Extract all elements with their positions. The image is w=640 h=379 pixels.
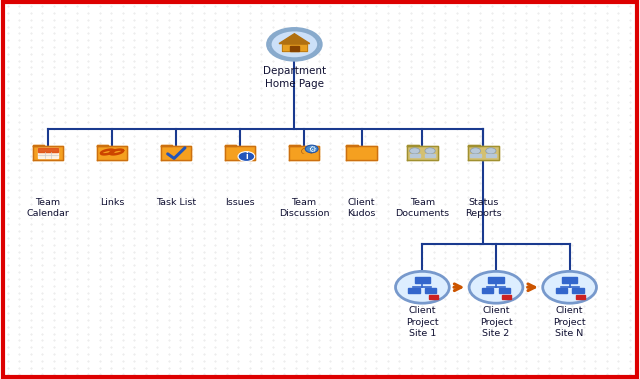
Polygon shape <box>346 146 377 160</box>
Polygon shape <box>225 146 255 160</box>
Bar <box>429 295 438 299</box>
Bar <box>502 295 511 299</box>
Circle shape <box>469 271 523 303</box>
Polygon shape <box>407 146 438 160</box>
Text: i: i <box>245 152 248 161</box>
Circle shape <box>425 148 435 154</box>
Circle shape <box>238 152 255 161</box>
Circle shape <box>410 148 420 154</box>
Bar <box>572 288 584 293</box>
Polygon shape <box>289 145 300 146</box>
Polygon shape <box>407 145 419 146</box>
Polygon shape <box>289 146 319 160</box>
Text: Task List: Task List <box>156 198 196 207</box>
Polygon shape <box>97 146 127 160</box>
Bar <box>499 288 510 293</box>
Polygon shape <box>38 148 58 152</box>
Text: Team
Discussion: Team Discussion <box>279 198 329 218</box>
Circle shape <box>486 148 496 154</box>
Text: Client
Project
Site 2: Client Project Site 2 <box>480 306 512 338</box>
Bar <box>482 288 493 293</box>
Text: Issues: Issues <box>225 198 255 207</box>
Polygon shape <box>33 145 44 146</box>
Circle shape <box>301 148 313 155</box>
Text: ⚙: ⚙ <box>308 144 316 153</box>
Text: Department
Home Page: Department Home Page <box>263 66 326 89</box>
Polygon shape <box>282 44 307 51</box>
Polygon shape <box>301 154 314 158</box>
Polygon shape <box>425 154 435 157</box>
Polygon shape <box>410 154 420 157</box>
Polygon shape <box>33 146 63 160</box>
Polygon shape <box>290 46 299 51</box>
Text: Client
Project
Site 1: Client Project Site 1 <box>406 306 438 338</box>
Circle shape <box>396 271 449 303</box>
Circle shape <box>305 145 318 153</box>
Polygon shape <box>38 148 58 158</box>
Polygon shape <box>468 145 479 146</box>
Polygon shape <box>346 145 358 146</box>
Circle shape <box>543 271 596 303</box>
Polygon shape <box>225 145 236 146</box>
Text: Team
Documents: Team Documents <box>396 198 449 218</box>
Bar <box>425 288 436 293</box>
Circle shape <box>470 148 481 154</box>
Polygon shape <box>279 34 310 44</box>
Polygon shape <box>161 145 172 146</box>
Bar <box>576 295 585 299</box>
Text: Links: Links <box>100 198 124 207</box>
Bar <box>408 288 420 293</box>
Circle shape <box>268 28 321 60</box>
Circle shape <box>270 30 319 59</box>
Bar <box>556 288 567 293</box>
Text: Client
Project
Site N: Client Project Site N <box>554 306 586 338</box>
Polygon shape <box>470 154 481 157</box>
Polygon shape <box>161 146 191 160</box>
Polygon shape <box>486 154 496 157</box>
Polygon shape <box>468 146 499 160</box>
Polygon shape <box>97 145 108 146</box>
Text: Status
Reports: Status Reports <box>465 198 502 218</box>
Text: Client
Kudos: Client Kudos <box>348 198 376 218</box>
Bar <box>562 277 577 283</box>
Text: Team
Calendar: Team Calendar <box>27 198 69 218</box>
Bar <box>415 277 430 283</box>
Bar <box>488 277 504 283</box>
